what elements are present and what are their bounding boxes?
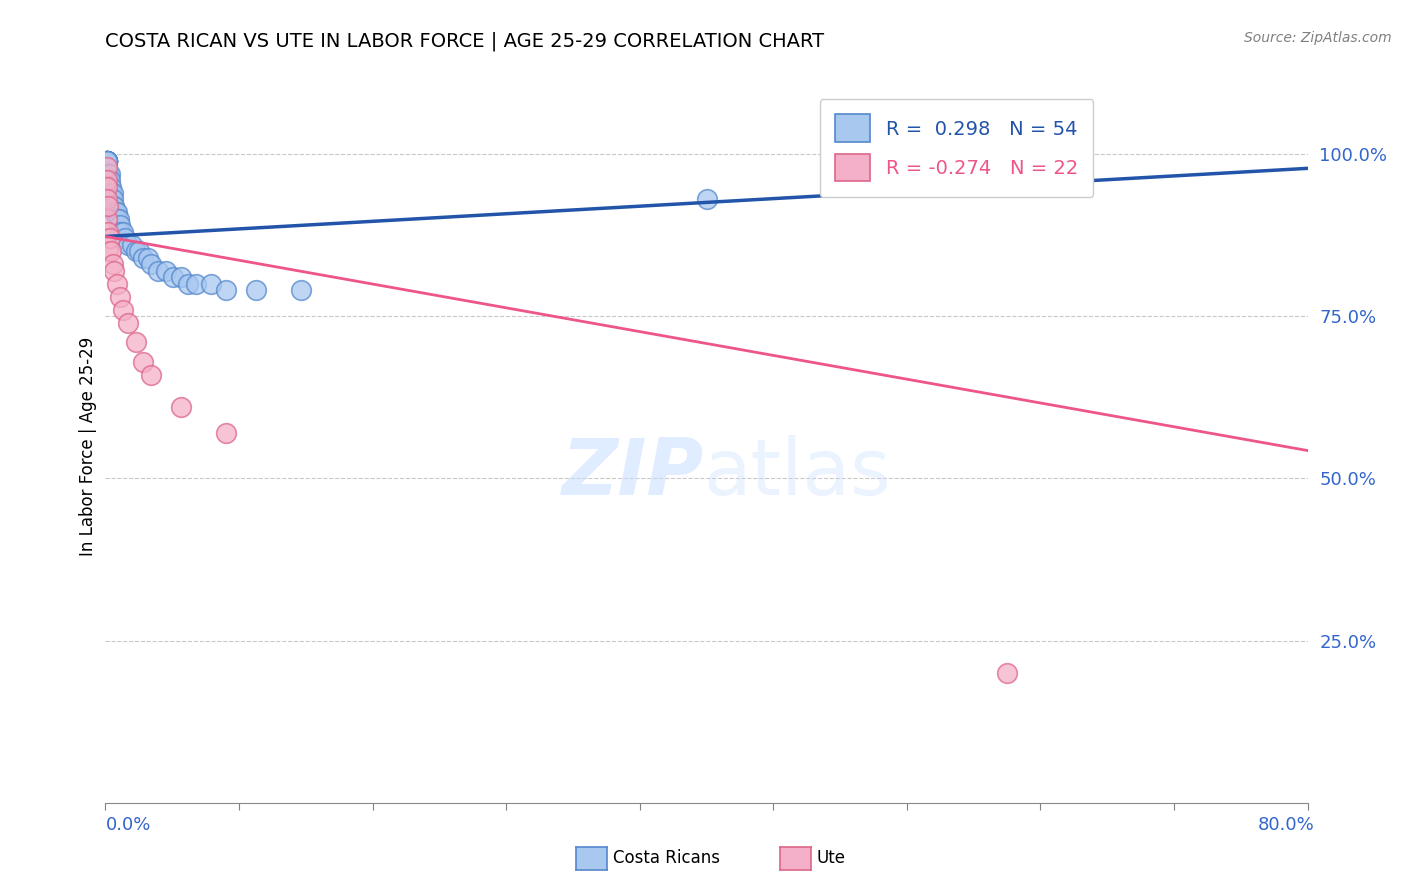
Point [96, 153, 118, 168]
Text: ZIP: ZIP [561, 434, 703, 511]
Point [290, 283, 312, 297]
Point [169, 400, 191, 414]
Point [128, 244, 150, 259]
Point [132, 354, 155, 368]
Point [139, 257, 162, 271]
Point [104, 205, 127, 219]
Point [98, 231, 121, 245]
Point [96, 153, 118, 168]
Point [121, 238, 143, 252]
Point [200, 277, 222, 291]
Point [214, 425, 236, 440]
Point [177, 277, 200, 291]
Point [96, 153, 118, 168]
Point [96, 153, 118, 168]
Point [96, 160, 118, 174]
Point [136, 251, 159, 265]
Point [101, 186, 124, 200]
Point [245, 283, 267, 297]
Point [97, 225, 120, 239]
Legend: R =  0.298   N = 54, R = -0.274   N = 22: R = 0.298 N = 54, R = -0.274 N = 22 [820, 99, 1094, 197]
Point [100, 193, 122, 207]
Point [139, 368, 162, 382]
Point [96, 153, 118, 168]
Point [117, 316, 139, 330]
Text: Ute: Ute [817, 849, 846, 867]
Point [124, 335, 146, 350]
Point [155, 264, 177, 278]
Point [98, 186, 121, 200]
Point [114, 231, 136, 245]
Point [96, 153, 118, 168]
Point [96, 193, 118, 207]
Point [110, 290, 132, 304]
Point [110, 225, 132, 239]
Point [96, 153, 118, 168]
Point [96, 179, 118, 194]
Point [98, 167, 121, 181]
Point [101, 193, 124, 207]
Point [100, 186, 122, 200]
Point [107, 277, 129, 291]
Point [103, 264, 125, 278]
Point [112, 225, 135, 239]
Point [98, 173, 121, 187]
Point [97, 173, 120, 187]
Point [96, 173, 118, 187]
Point [169, 270, 191, 285]
Point [112, 302, 135, 317]
Point [995, 160, 1018, 174]
Point [184, 277, 207, 291]
Point [101, 257, 124, 271]
Text: Costa Ricans: Costa Ricans [613, 849, 720, 867]
Point [117, 238, 139, 252]
Point [97, 167, 120, 181]
Point [103, 199, 125, 213]
Point [124, 244, 146, 259]
Point [97, 173, 120, 187]
Point [97, 244, 120, 259]
Point [110, 219, 132, 233]
Point [96, 153, 118, 168]
Point [97, 179, 120, 194]
Point [96, 153, 118, 168]
Point [107, 205, 129, 219]
Point [696, 193, 718, 207]
Text: 0.0%: 0.0% [105, 816, 150, 834]
Point [96, 211, 118, 226]
Text: atlas: atlas [703, 434, 890, 511]
Text: COSTA RICAN VS UTE IN LABOR FORCE | AGE 25-29 CORRELATION CHART: COSTA RICAN VS UTE IN LABOR FORCE | AGE … [105, 31, 824, 51]
Point [97, 167, 120, 181]
Point [107, 211, 129, 226]
Point [100, 244, 122, 259]
Point [96, 153, 118, 168]
Point [101, 199, 124, 213]
Point [146, 264, 169, 278]
Text: 80.0%: 80.0% [1258, 816, 1315, 834]
Point [97, 167, 120, 181]
Point [162, 270, 184, 285]
Point [214, 283, 236, 297]
Point [97, 199, 120, 213]
Y-axis label: In Labor Force | Age 25-29: In Labor Force | Age 25-29 [79, 336, 97, 556]
Point [108, 211, 131, 226]
Point [103, 205, 125, 219]
Point [100, 179, 122, 194]
Text: Source: ZipAtlas.com: Source: ZipAtlas.com [1244, 31, 1392, 45]
Point [995, 666, 1018, 681]
Point [132, 251, 155, 265]
